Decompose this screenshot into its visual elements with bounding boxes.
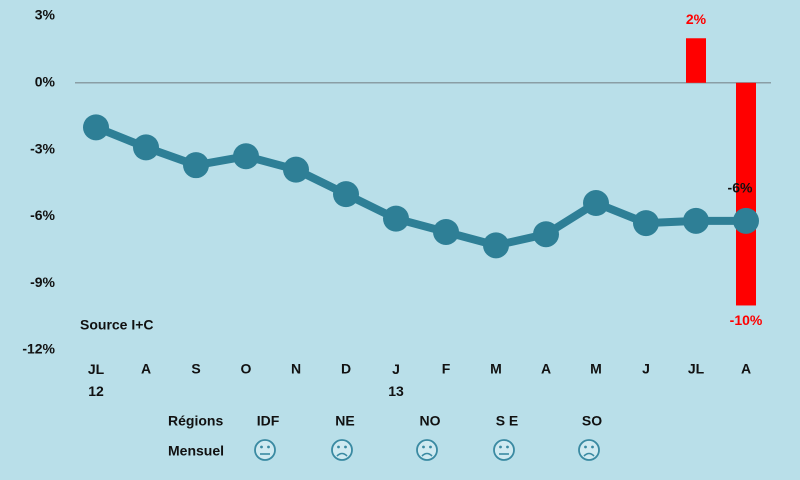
y-tick-label: 3% (35, 7, 56, 23)
eye (429, 445, 432, 449)
y-tick-label: -3% (30, 140, 55, 156)
x-tick-label: JL (688, 361, 705, 377)
point (533, 221, 559, 248)
x-tick-label: JL 12 (88, 361, 105, 399)
eye (267, 445, 270, 449)
mouth (421, 452, 433, 457)
point (633, 210, 659, 237)
y-tick-label: -9% (30, 274, 55, 290)
value-label: -6% (728, 180, 753, 196)
value-label: -10% (730, 312, 763, 328)
mood-icon (331, 439, 353, 461)
x-tick-label: J 13 (388, 361, 404, 399)
source-annotation: Source I+C (80, 317, 154, 333)
bar (686, 38, 706, 83)
x-tick-label: D (341, 361, 351, 377)
face (254, 439, 276, 461)
mouth (583, 452, 595, 457)
x-tick-label: N (291, 361, 301, 377)
mood-icon (416, 439, 438, 461)
eye (506, 445, 509, 449)
region-name: NE (335, 413, 354, 429)
x-tick-label: A (141, 361, 151, 377)
mouth (336, 452, 348, 457)
eye (337, 445, 340, 449)
point (683, 207, 709, 234)
point (483, 232, 509, 259)
point (733, 207, 759, 234)
region-name: SO (582, 413, 602, 429)
eye (499, 445, 502, 449)
bar (736, 82, 756, 306)
eye (591, 445, 594, 449)
x-tick-label: S (191, 361, 200, 377)
eye (260, 445, 263, 449)
x-tick-label: M (590, 361, 602, 377)
point (433, 218, 459, 245)
point (233, 143, 259, 170)
mood-icon (493, 439, 515, 461)
x-tick-label: O (241, 361, 252, 377)
y-tick-label: -12% (22, 341, 55, 357)
x-tick-label: F (442, 361, 451, 377)
monthly-label: Mensuel (168, 443, 224, 459)
eye (344, 445, 347, 449)
mood-icon (254, 439, 276, 461)
point (333, 181, 359, 208)
face (331, 439, 353, 461)
y-tick-label: -6% (30, 207, 55, 223)
x-tick-label: J (642, 361, 650, 377)
face (416, 439, 438, 461)
x-tick-label: A (741, 361, 751, 377)
face (493, 439, 515, 461)
eye (584, 445, 587, 449)
x-tick-label: M (490, 361, 502, 377)
region-name: NO (420, 413, 441, 429)
region-name: IDF (257, 413, 280, 429)
point (283, 156, 309, 183)
regions-label: Régions (168, 413, 223, 429)
point (183, 152, 209, 179)
x-tick-label: A (541, 361, 551, 377)
face (578, 439, 600, 461)
region-name: S E (496, 413, 519, 429)
eye (422, 445, 425, 449)
value-label: 2% (686, 11, 707, 27)
point (83, 114, 109, 141)
point (583, 190, 609, 217)
y-tick-label: 0% (35, 74, 56, 90)
point (133, 134, 159, 161)
point (383, 205, 409, 232)
mood-icon (578, 439, 600, 461)
